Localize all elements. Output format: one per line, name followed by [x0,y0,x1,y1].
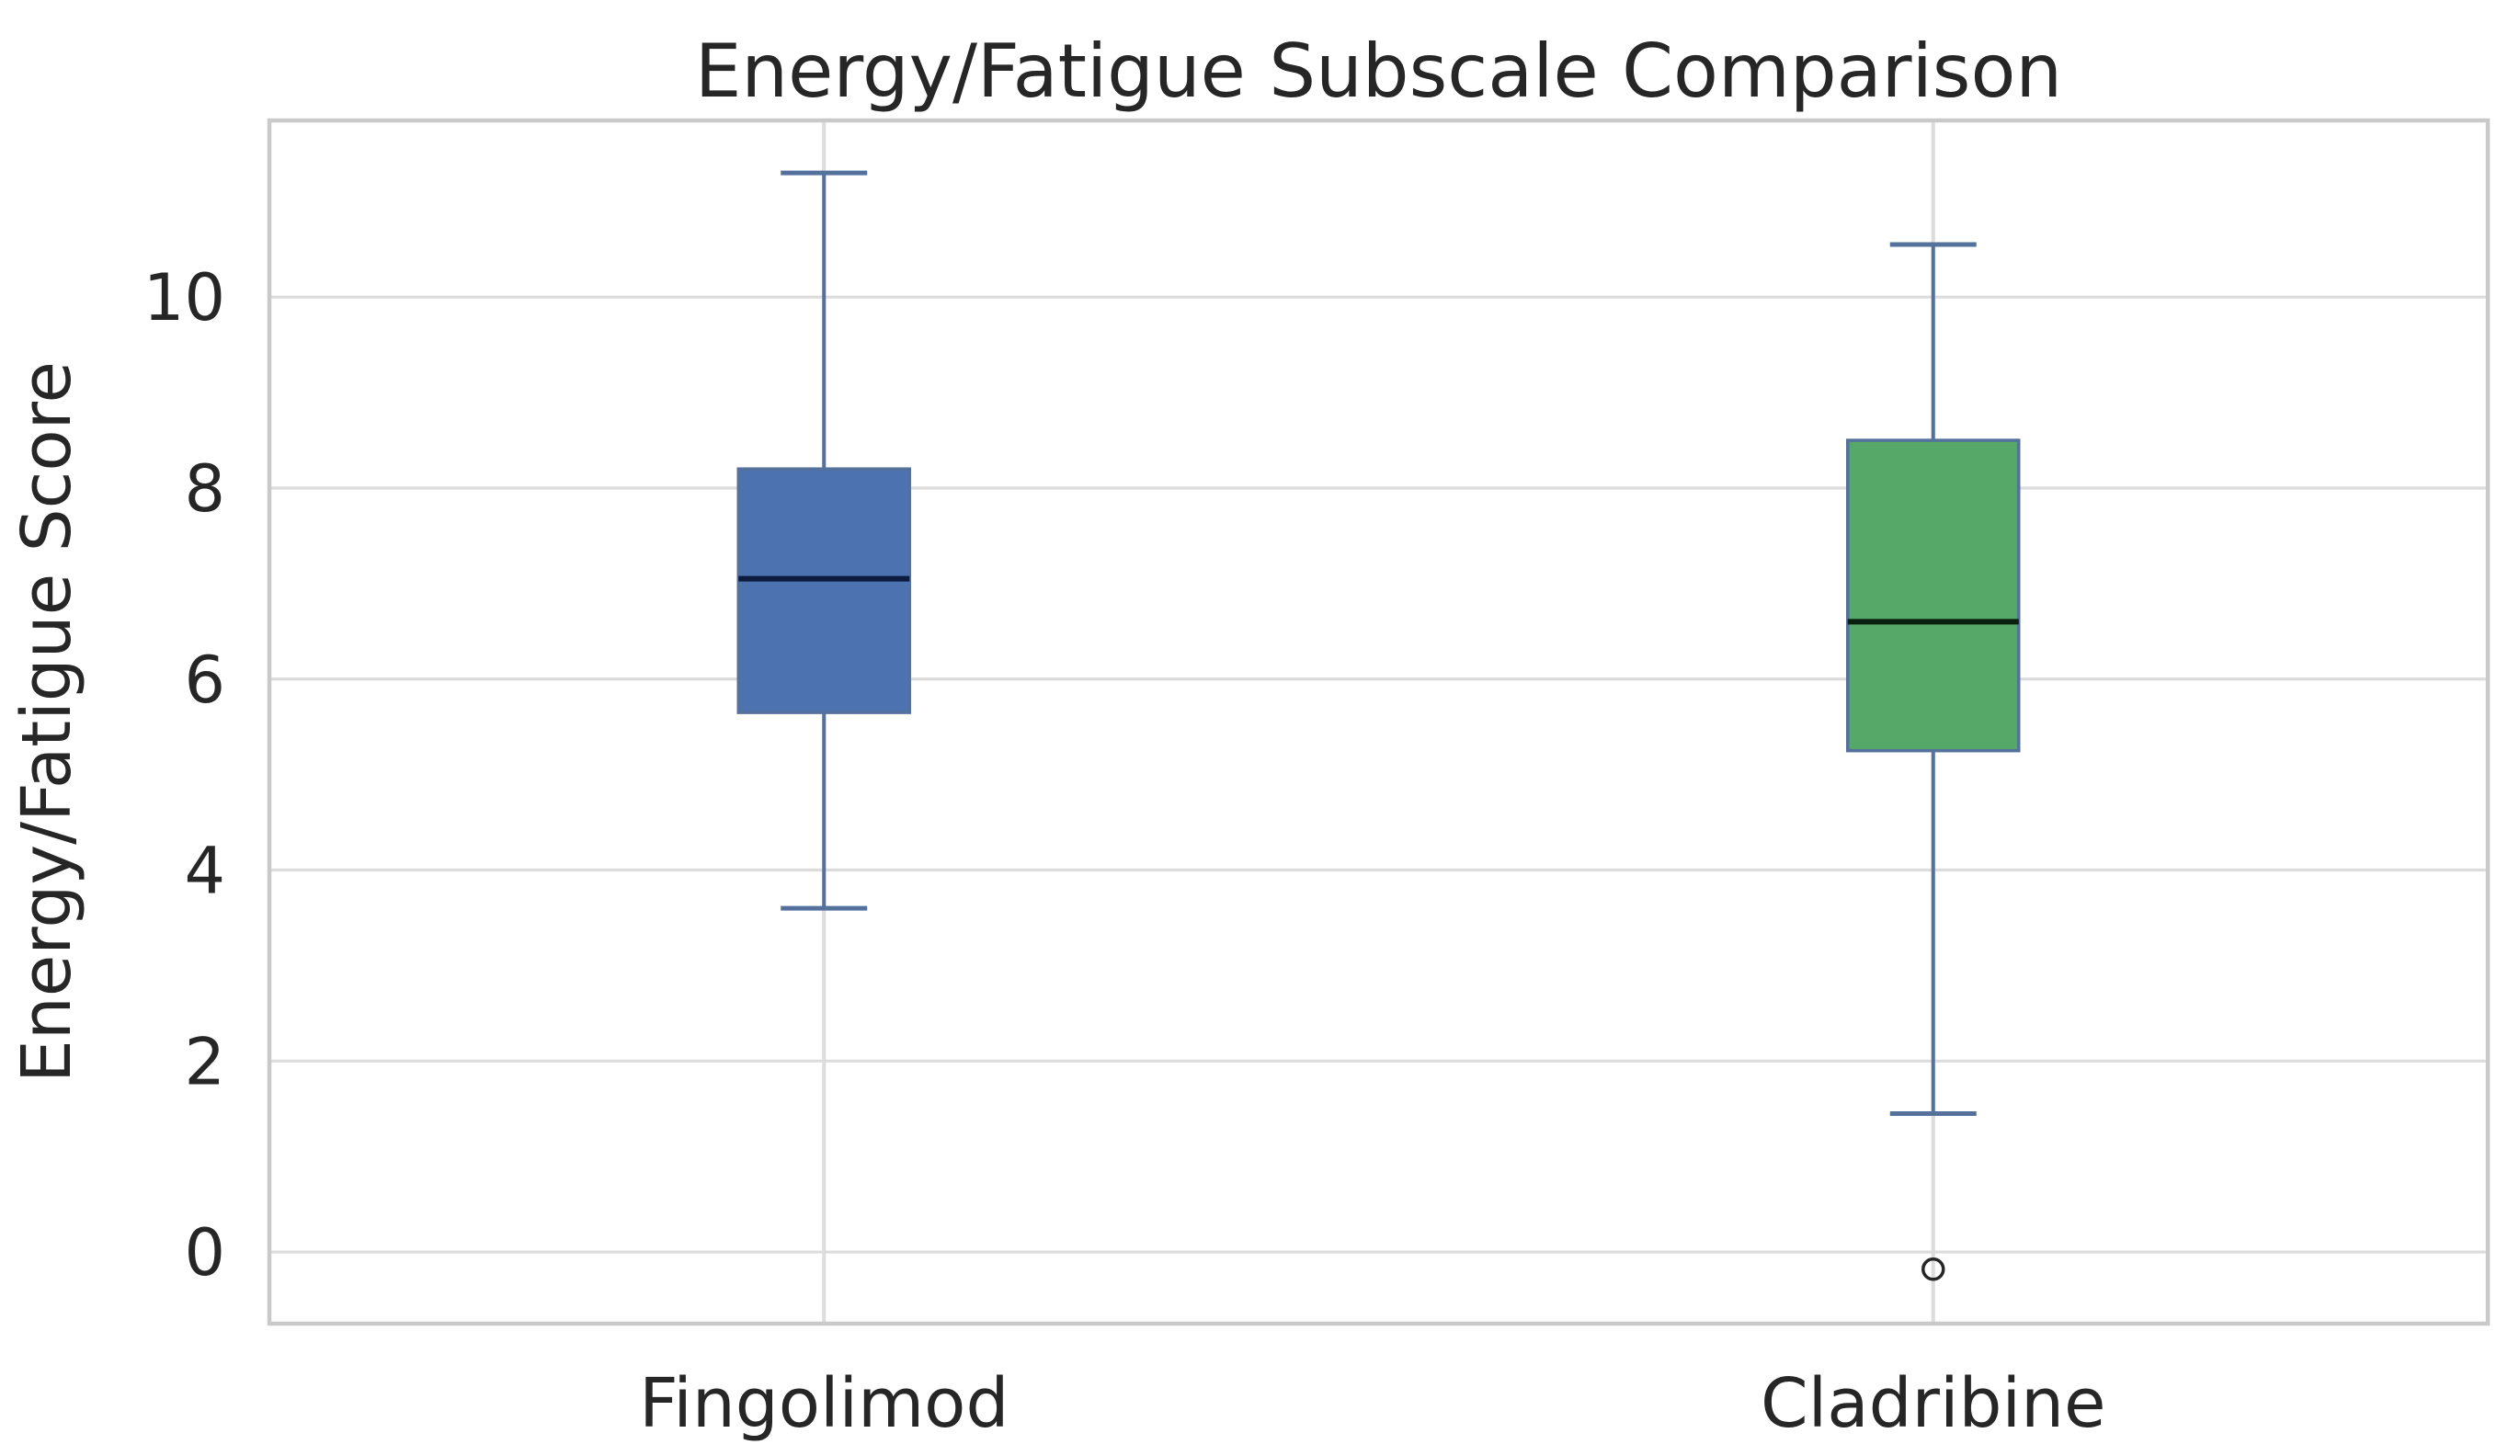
y-tick-label: 8 [184,451,225,527]
box-fingolimod [736,467,911,714]
chart-title: Energy/Fatigue Subscale Comparison [695,28,2062,114]
tick-label-layer: 0 2 4 6 8 10 Fingolimod Cladribine [143,260,2106,1443]
y-tick-label: 0 [184,1215,225,1291]
series-layer [736,170,2021,1281]
y-tick-label: 4 [184,834,225,909]
x-category-label: Fingolimod [639,1364,1009,1443]
plot-border [267,118,2491,1326]
x-category-label: Cladribine [1761,1364,2106,1443]
box-cladribine [1846,438,2021,753]
y-tick-label: 6 [184,643,225,718]
y-tick-label: 2 [184,1024,225,1099]
grid-layer [269,120,2488,1324]
y-axis-label: Energy/Fatigue Score [7,361,86,1083]
outlier-point-cladribine [1921,1257,1945,1281]
y-tick-label: 10 [143,260,225,336]
